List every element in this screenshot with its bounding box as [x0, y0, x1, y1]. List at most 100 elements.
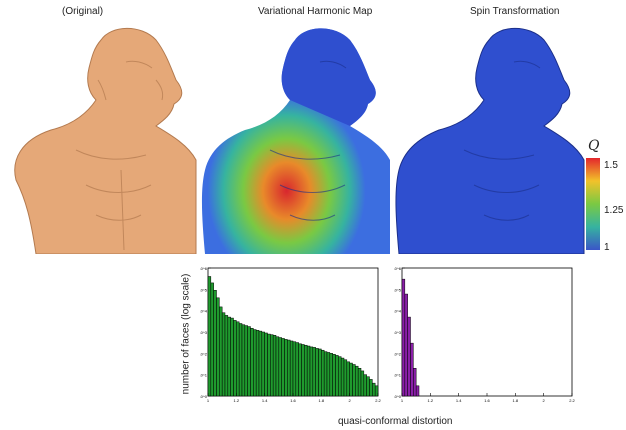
histogram-bar — [247, 326, 251, 397]
histogram-bar — [312, 347, 316, 397]
y-tick-label: 10^5 — [394, 287, 402, 292]
histogram-bar — [321, 349, 325, 397]
x-tick-label: 1 — [207, 398, 210, 403]
x-tick-label: 1.2 — [234, 398, 240, 403]
x-tick-label: 1.4 — [262, 398, 268, 403]
histogram-bar — [295, 342, 299, 397]
y-tick-label: 10^1 — [394, 373, 402, 378]
histogram-bar — [413, 367, 417, 397]
histogram-bar — [360, 370, 365, 397]
histogram-bar — [258, 330, 263, 397]
histogram-bar — [213, 290, 217, 397]
x-tick-label: 1.6 — [484, 398, 490, 403]
x-tick-label: 1.6 — [290, 398, 296, 403]
colorbar-tick-mid: 1.25 — [604, 205, 624, 216]
x-tick-label: 1.8 — [319, 398, 325, 403]
y-tick-label: 10^6 — [200, 266, 208, 271]
histogram-bar — [326, 352, 331, 397]
colorbar-tick-top: 1.5 — [604, 160, 618, 171]
histogram-bar — [335, 355, 339, 397]
histogram-bar — [332, 354, 336, 397]
x-tick-label: 1.2 — [428, 398, 434, 403]
colorbar-symbol: Q — [588, 138, 600, 154]
colorbar-tick-bottom: 1 — [604, 242, 610, 253]
histogram-bar — [244, 325, 248, 397]
render-original — [14, 27, 197, 254]
colorbar — [586, 158, 600, 250]
histogram-bar — [340, 357, 345, 397]
histogram-bar — [304, 344, 308, 397]
histogram-harmonic: 10^0 10^1 10^2 10^3 10^4 10^5 10^6 1 1.2 1.4 1.6 1.… — [200, 266, 382, 403]
histogram-xlabel: quasi-conformal distortion — [338, 416, 453, 427]
histogram-bar — [227, 316, 231, 397]
histogram-bar — [315, 348, 319, 397]
histogram-bar — [272, 335, 277, 397]
y-tick-label: 10^0 — [200, 394, 208, 399]
histogram-bar — [253, 329, 257, 397]
histogram-bar — [349, 362, 353, 397]
histogram-bar — [404, 293, 408, 397]
histogram-bar — [292, 341, 297, 397]
histogram-bar — [372, 382, 376, 397]
histogram-bar — [415, 385, 420, 397]
histogram-bar — [216, 297, 220, 397]
y-tick-label: 10^3 — [200, 330, 208, 335]
histogram-bar — [323, 351, 328, 397]
histogram-bar — [281, 338, 285, 397]
histogram-bar — [355, 365, 359, 397]
histogram-bar — [329, 353, 333, 397]
histogram-bar — [275, 336, 280, 397]
histogram-bar — [230, 317, 234, 397]
histogram-bar — [287, 339, 291, 397]
histogram-bar — [270, 334, 274, 397]
plot-frame — [401, 267, 573, 397]
histogram-bar — [241, 324, 246, 397]
x-tick-label: 2.2 — [375, 398, 381, 403]
histogram-bar — [264, 332, 268, 397]
histogram-bar — [301, 344, 305, 397]
histogram-bar — [318, 348, 322, 397]
histogram-spin: 10^0 10^1 10^2 10^3 10^4 10^5 10^6 1 1.2 1.4 1.6 1.… — [394, 266, 576, 403]
histogram-bar — [352, 364, 356, 397]
histogram-bar — [284, 339, 288, 397]
x-tick-label: 2.2 — [569, 398, 575, 403]
y-tick-label: 10^4 — [394, 309, 402, 314]
histogram-bar — [338, 356, 342, 397]
histogram-bar — [278, 337, 282, 397]
histogram-bar — [221, 312, 226, 397]
histogram-ylabel: number of faces (log scale) — [180, 273, 192, 395]
histogram-bar — [346, 361, 350, 397]
histogram-bar — [219, 306, 223, 397]
histogram-bar — [207, 276, 212, 397]
histogram-bar — [261, 331, 265, 397]
histogram-bar — [407, 316, 411, 397]
y-tick-label: 10^1 — [200, 373, 208, 378]
histogram-bar — [306, 345, 311, 397]
y-tick-label: 10^2 — [200, 351, 208, 356]
histogram-bar — [255, 330, 260, 397]
y-tick-label: 10^3 — [394, 330, 402, 335]
x-tick-label: 1.4 — [456, 398, 462, 403]
y-tick-label: 10^4 — [200, 309, 208, 314]
histogram-bar — [233, 320, 237, 397]
x-tick-label: 1 — [401, 398, 404, 403]
y-tick-label: 10^5 — [200, 287, 208, 292]
histogram-bar — [238, 323, 243, 397]
histogram-bar — [369, 379, 373, 397]
x-tick-label: 1.8 — [513, 398, 519, 403]
histogram-bar — [357, 367, 362, 397]
panel-title-spin: Spin Transformation — [470, 6, 560, 17]
histogram-bar — [401, 278, 406, 397]
panel-title-original: (Original) — [62, 6, 104, 17]
histogram-bar — [236, 321, 240, 397]
histogram-bar — [343, 359, 348, 397]
histogram-bar — [210, 282, 214, 397]
panel-title-harmonic: Variational Harmonic Map — [258, 6, 373, 17]
render-harmonic-map — [201, 28, 390, 254]
histogram-bar — [410, 342, 414, 397]
histogram-bar — [250, 327, 254, 397]
histogram-bar — [309, 346, 314, 397]
y-tick-label: 10^2 — [394, 351, 402, 356]
histogram-bar — [363, 374, 367, 397]
histogram-bar — [267, 333, 271, 397]
